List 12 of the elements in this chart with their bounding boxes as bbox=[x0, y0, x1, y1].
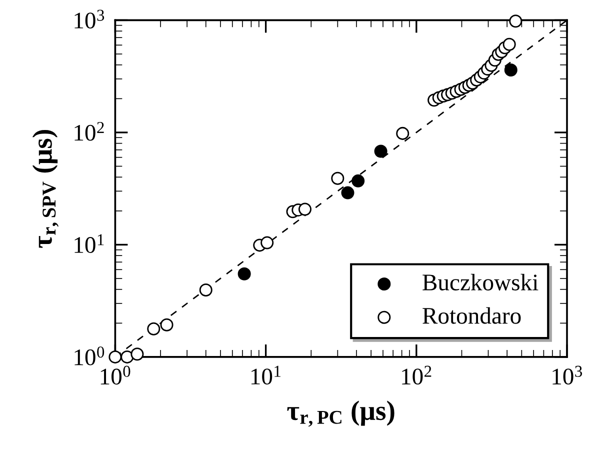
x-tick-label: 10$^{3}$ bbox=[552, 366, 582, 385]
x-tick-label: 10$^{0}$ bbox=[100, 366, 130, 385]
y-tick-label: 10$^{3}$ bbox=[74, 10, 104, 29]
y-tick-label: 10$^{0}$ bbox=[74, 346, 104, 366]
y-tick-label: 10$^{2}$ bbox=[74, 122, 104, 141]
x-tick-label: 10$^{1}$ bbox=[251, 366, 280, 385]
y-axis-title: τ$_{r,SPV}$ (μs) bbox=[32, 130, 58, 248]
y-tick-label: 10$^{1}$ bbox=[74, 234, 104, 253]
x-axis-title: τ$_{r,PC}$ (μs) bbox=[287, 400, 394, 427]
x-tick-label: 10$^{2}$ bbox=[402, 366, 432, 385]
legend-label: Rotondaro bbox=[422, 307, 521, 324]
legend-label: Buczkowski bbox=[422, 274, 538, 290]
